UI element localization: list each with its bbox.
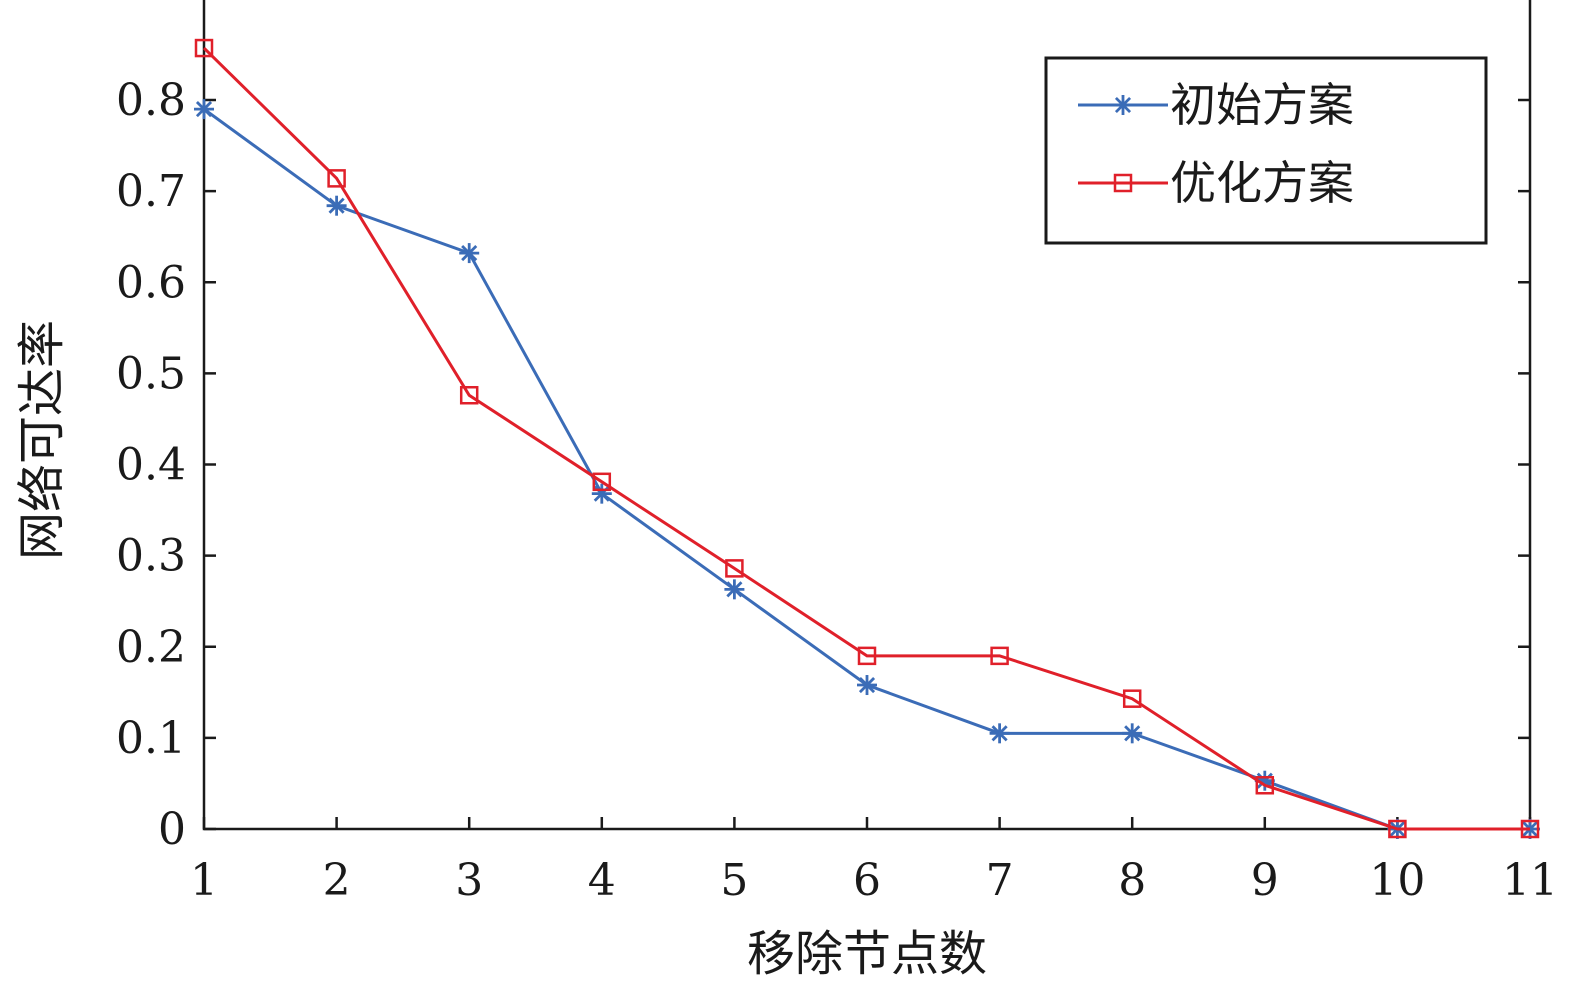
legend-entry: 优化方案	[1078, 156, 1354, 210]
y-tick-label: 0.1	[116, 713, 186, 764]
data-point	[857, 675, 877, 696]
y-axis: 0 0.1 0.2 0.3 0.4 0.5 0.6 0.7 0.8	[116, 75, 1530, 855]
data-point	[1122, 689, 1142, 708]
y-tick-label: 0.8	[116, 75, 186, 126]
legend-marker	[1113, 173, 1133, 193]
data-point	[592, 472, 612, 492]
data-point	[1520, 819, 1540, 839]
legend-entry: 初始方案	[1078, 78, 1354, 132]
legend-label: 优化方案	[1170, 156, 1354, 210]
y-tick-label: 0	[158, 804, 186, 855]
series-2	[194, 38, 1540, 839]
data-point	[326, 195, 347, 216]
series-layer	[194, 38, 1540, 839]
series-line	[202, 46, 1530, 831]
data-point	[459, 243, 480, 264]
asterisk-stroke	[1114, 96, 1132, 114]
y-tick-label: 0.6	[116, 257, 186, 308]
legend-label: 初始方案	[1170, 78, 1354, 132]
x-tick-label: 4	[588, 855, 616, 906]
y-tick-label: 0.3	[116, 531, 186, 582]
data-point	[327, 169, 346, 188]
x-tick-label: 5	[720, 855, 748, 906]
data-point	[194, 99, 214, 120]
x-tick-label: 10	[1369, 855, 1425, 906]
data-point	[990, 646, 1009, 666]
y-tick-label: 0.5	[116, 348, 186, 399]
x-tick-label: 8	[1118, 855, 1146, 906]
x-tick-label: 7	[986, 855, 1014, 906]
asterisk-stroke	[1256, 772, 1273, 789]
asterisk-stroke	[858, 676, 876, 694]
y-tick-label: 0.4	[116, 440, 186, 491]
data-point	[724, 579, 745, 600]
asterisk-stroke	[726, 581, 743, 598]
x-tick-label: 6	[853, 855, 881, 906]
asterisk-stroke	[991, 725, 1008, 742]
x-tick-label: 11	[1502, 855, 1558, 906]
data-point	[1388, 819, 1407, 839]
asterisk-stroke	[461, 245, 478, 262]
legend-marker	[1113, 95, 1133, 115]
asterisk-stroke	[1124, 725, 1141, 742]
x-axis-title: 移除节点数	[747, 926, 987, 982]
data-point	[1122, 723, 1143, 744]
y-tick-label: 0.7	[116, 166, 186, 217]
x-tick-label: 1	[190, 855, 218, 906]
y-tick-label: 0.2	[116, 622, 186, 673]
x-axis: 1 2 3 4 5 6 7 8 9 10 11	[190, 817, 1558, 906]
legend-box	[1044, 56, 1488, 245]
data-point	[725, 559, 744, 578]
asterisk-stroke	[195, 101, 213, 118]
x-tick-label: 2	[323, 855, 351, 906]
data-point	[194, 38, 214, 58]
y-axis-title: 网络可达率	[14, 320, 70, 560]
data-point	[857, 646, 877, 666]
data-point	[1255, 776, 1275, 795]
x-tick-label: 9	[1251, 855, 1279, 906]
data-point	[989, 723, 1010, 744]
x-tick-label: 3	[455, 855, 483, 906]
data-point	[459, 385, 479, 405]
asterisk-stroke	[328, 197, 345, 214]
